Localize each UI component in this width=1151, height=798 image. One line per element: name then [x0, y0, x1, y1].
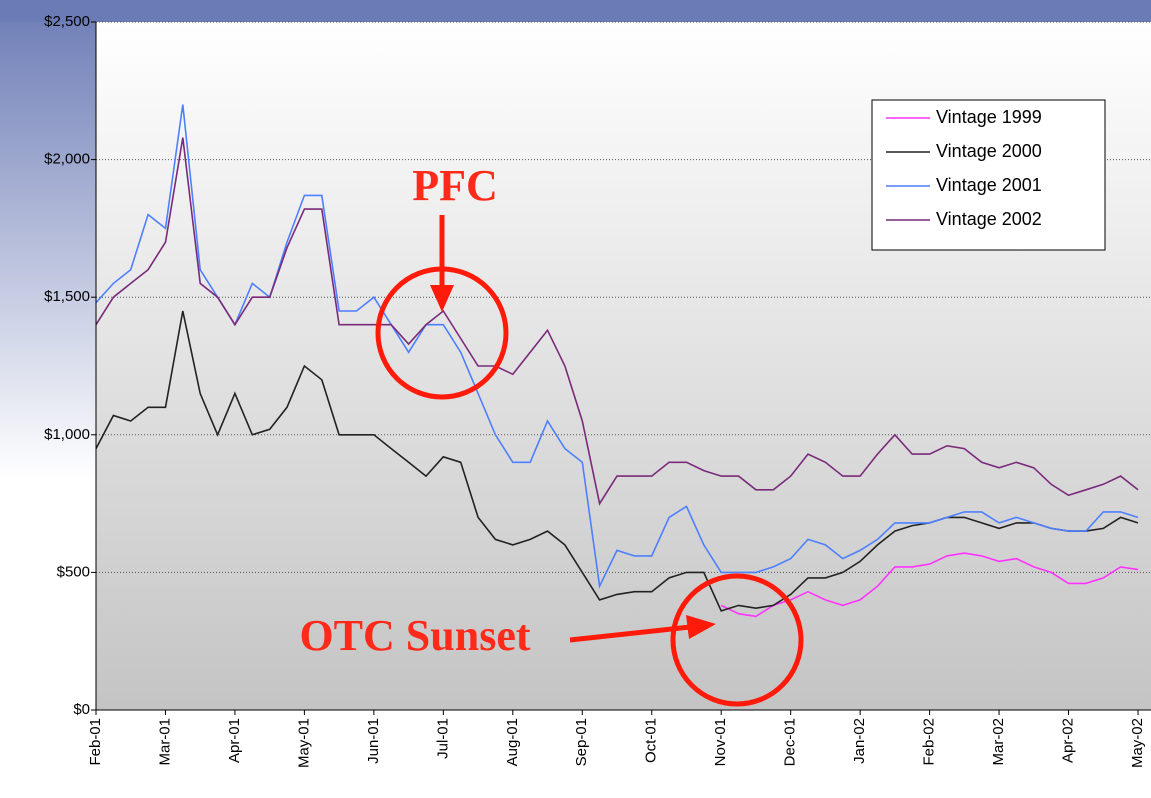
legend-label: Vintage 2002: [936, 209, 1042, 229]
y-tick-label: $1,000: [44, 426, 90, 443]
x-tick-label: Sep-01: [573, 718, 590, 766]
legend-label: Vintage 2001: [936, 175, 1042, 195]
side-band: [0, 0, 96, 798]
x-tick-label: Jul-01: [434, 718, 451, 759]
x-tick-label: Nov-01: [712, 718, 729, 766]
annotation: OTC Sunset: [299, 611, 530, 660]
x-tick-label: Apr-01: [226, 718, 243, 763]
x-tick-label: Oct-01: [643, 718, 660, 763]
otc-arrow: [569, 624, 691, 643]
series-line: [720, 552, 1139, 618]
y-tick-label: $2,000: [44, 151, 90, 168]
x-tick-label: Mar-01: [156, 718, 173, 766]
y-tick-label: $2,500: [44, 13, 90, 30]
legend-label: Vintage 2000: [936, 141, 1042, 161]
x-tick-label: Jun-01: [365, 718, 382, 764]
legend-box: [871, 99, 1106, 251]
legend-label: Vintage 1999: [936, 107, 1042, 127]
annotation: PFC: [412, 161, 498, 210]
series-line: [95, 310, 1139, 612]
pfc-arrow-head: [430, 285, 454, 312]
x-tick-label: Feb-02: [921, 718, 938, 766]
top-band: [0, 0, 1151, 22]
lines: [95, 104, 1139, 618]
x-tick-label: Jan-02: [851, 718, 868, 764]
x-tick-label: May-01: [295, 718, 312, 768]
x-tick-label: Apr-02: [1060, 718, 1077, 763]
otc-arrow-head: [686, 615, 716, 639]
y-tick-label: $1,500: [44, 288, 90, 305]
series-line: [95, 137, 1139, 506]
legend: Vintage 1999 Vintage 2000 Vintage 2001 Vint…: [871, 99, 1106, 251]
y-tick-label: $0: [73, 701, 90, 718]
x-tick-label: Dec-01: [782, 718, 799, 766]
y-tick-label: $500: [57, 563, 90, 580]
x-tick-label: Feb-01: [87, 718, 104, 766]
x-tick-label: Mar-02: [990, 718, 1007, 766]
otc-circle: [670, 573, 804, 707]
x-tick-label: May-02: [1129, 718, 1146, 768]
x-tick-label: Aug-01: [504, 718, 521, 766]
